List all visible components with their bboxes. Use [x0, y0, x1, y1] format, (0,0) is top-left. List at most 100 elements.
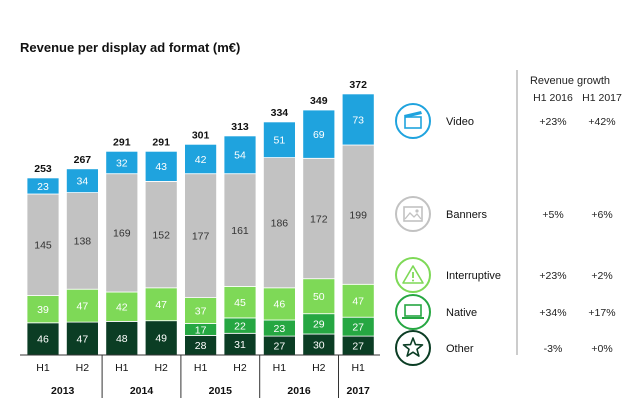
bar-segment-video [144, 150, 178, 182]
data-label-interruptive: 50 [313, 291, 325, 303]
year-label: 2013 [51, 385, 75, 397]
growth-col-h1-2016: H1 2016 [533, 92, 573, 104]
bar-segment-video [302, 109, 336, 159]
year-label: 2015 [209, 385, 233, 397]
x-tick-label: H2 [154, 362, 168, 374]
data-label-banners: 199 [349, 209, 367, 221]
data-label-interruptive: 47 [155, 299, 167, 311]
x-tick-label: H2 [312, 362, 326, 374]
data-label-banners: 172 [310, 213, 328, 225]
bar-segment-interruptive [184, 297, 218, 324]
warning-icon [402, 265, 424, 284]
legend-badge-other [395, 330, 431, 366]
legend-label-other: Other [446, 343, 474, 355]
bar-group: 46 39 145 23 253 47 47 138 34 267 48 42 169 32 291 49 47… [26, 79, 375, 356]
total-label: 349 [310, 95, 328, 107]
data-label-banners: 186 [271, 218, 289, 230]
growth-value-h1-2017: +2% [591, 270, 612, 282]
bar-segment-video [262, 121, 296, 159]
x-tick-label: H1 [115, 362, 129, 374]
data-label-video: 34 [77, 176, 89, 188]
star-icon [402, 337, 424, 357]
data-label-video: 51 [274, 135, 286, 147]
growth-value-h1-2016: +5% [542, 209, 563, 221]
data-label-other: 48 [116, 333, 128, 345]
legend-badge-video [395, 103, 431, 139]
data-label-video: 43 [155, 161, 167, 173]
data-label-video: 23 [37, 181, 49, 193]
bar-segment-banners [144, 180, 178, 289]
growth-value-h1-2016: +23% [539, 116, 566, 128]
data-label-other: 27 [352, 340, 364, 352]
data-label-native: 29 [313, 319, 325, 331]
data-label-banners: 152 [152, 229, 170, 241]
bar-segment-video [184, 143, 218, 175]
growth-value-h1-2016: +23% [539, 270, 566, 282]
bar-segment-video [223, 135, 257, 175]
growth-value-h1-2017: +42% [588, 116, 615, 128]
data-label-other: 30 [313, 339, 325, 351]
growth-header: Revenue growth [530, 75, 610, 87]
total-label: 301 [192, 129, 210, 141]
legend-label-banners: Banners [446, 209, 487, 221]
x-tick-label: H1 [351, 362, 365, 374]
data-label-interruptive: 37 [195, 305, 207, 317]
total-label: 334 [271, 107, 289, 119]
bar-segment-banners [302, 157, 336, 280]
data-label-other: 46 [37, 334, 49, 346]
clapperboard-icon [404, 111, 422, 129]
growth-value-h1-2016: +34% [539, 307, 566, 319]
image-icon [403, 206, 423, 222]
data-label-video: 54 [234, 150, 246, 162]
data-label-banners: 138 [74, 236, 92, 248]
data-label-other: 31 [234, 339, 246, 351]
growth-col-h1-2017: H1 2017 [582, 92, 622, 104]
data-label-native: 17 [195, 324, 207, 336]
data-label-native: 23 [274, 323, 286, 335]
legend-label-interruptive: Interruptive [446, 270, 501, 282]
total-label: 291 [113, 136, 131, 148]
growth-value-h1-2017: +6% [591, 209, 612, 221]
legend-badge-native [395, 294, 431, 330]
data-label-interruptive: 45 [234, 297, 246, 309]
year-label: 2016 [287, 385, 311, 397]
data-label-banners: 169 [113, 228, 131, 240]
bar-segment-banners [341, 144, 375, 285]
data-label-interruptive: 47 [77, 300, 89, 312]
x-tick-label: H2 [233, 362, 247, 374]
bar-segment-video [341, 93, 375, 146]
data-label-interruptive: 39 [37, 304, 49, 316]
data-label-interruptive: 47 [352, 296, 364, 308]
data-label-banners: 177 [192, 230, 210, 242]
chart-title: Revenue per display ad format (m€) [20, 40, 240, 55]
legend-label-video: Video [446, 116, 474, 128]
data-label-video: 32 [116, 157, 128, 169]
bar-segment-video [105, 150, 139, 175]
data-label-other: 28 [195, 340, 207, 352]
bar-segment-interruptive [66, 288, 99, 323]
bar-segment-interruptive [223, 285, 257, 319]
x-tick-label: H1 [273, 362, 287, 374]
bar-segment-interruptive [341, 283, 375, 318]
data-label-video: 42 [195, 154, 207, 166]
data-label-video: 73 [352, 114, 364, 126]
bar-segment-interruptive [105, 291, 139, 322]
data-label-other: 49 [155, 333, 167, 345]
laptop-icon [402, 304, 424, 319]
legend-badge-banners [395, 196, 431, 232]
bar-segment-banners [105, 173, 139, 293]
bar-segment-video [26, 177, 60, 195]
bar-segment-banners [184, 173, 218, 298]
total-label: 291 [152, 136, 170, 148]
growth-value-h1-2016: -3% [544, 343, 563, 355]
bar-segment-interruptive [26, 295, 60, 324]
bar-segment-banners [223, 173, 257, 287]
bar-segment-other [26, 322, 60, 356]
bar-segment-interruptive [302, 278, 336, 315]
data-label-other: 47 [77, 333, 89, 345]
data-label-native: 27 [352, 321, 364, 333]
data-label-interruptive: 42 [116, 302, 128, 314]
